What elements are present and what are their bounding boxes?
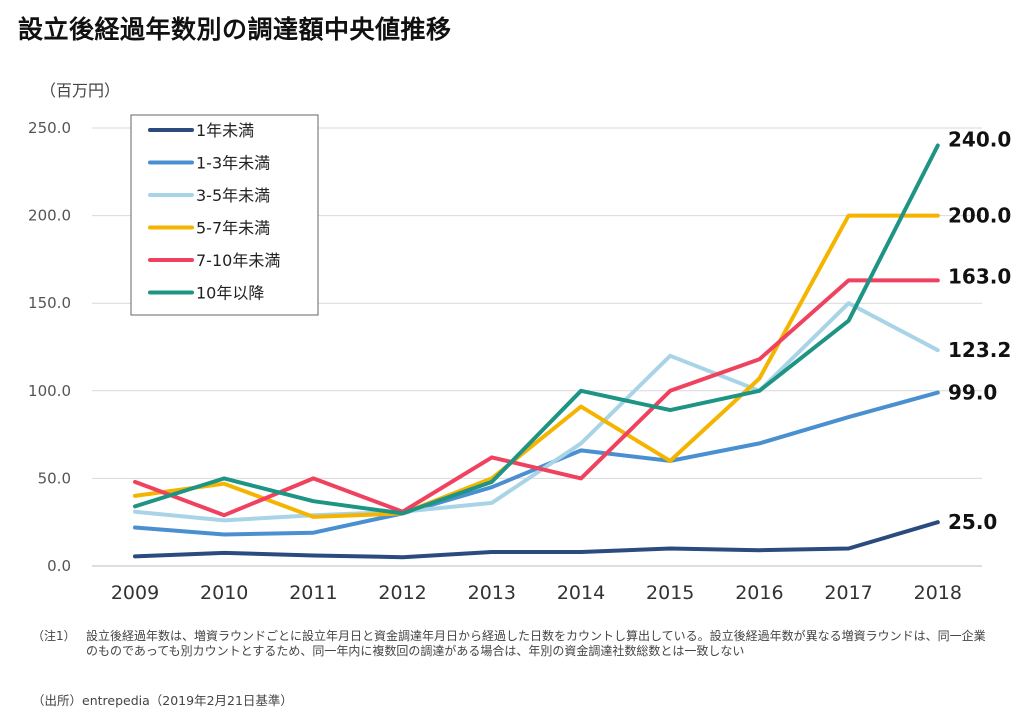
end-value-label: 25.0 [948,510,997,534]
legend-label: 1-3年未満 [196,154,270,173]
series-line [133,213,940,519]
end-value-label: 240.0 [948,128,1011,152]
x-axis-ticks: 2009 2010 2011 2012 2013 2014 2015 2016 2017 2018 [111,582,962,604]
end-value-label: 123.2 [948,338,1011,362]
footnote-text: 設立後経過年数は、増資ラウンドごとに設立年月日と資金調達年月日から経過した日数を… [86,629,986,658]
y-tick-label: 150.0 [28,294,71,312]
x-tick-label: 2011 [289,582,337,604]
legend-label: 7-10年未満 [196,251,280,270]
legend-label: 5-7年未満 [196,219,270,238]
x-tick-label: 2012 [378,582,426,604]
y-tick-label: 0.0 [47,557,71,575]
y-tick-label: 250.0 [28,119,71,137]
legend: 1年未満 1-3年未満 3-5年未満 5-7年未満 7-10年未満 10年以降 [130,114,319,316]
x-tick-label: 2015 [646,582,694,604]
series-line [133,301,940,523]
x-tick-label: 2013 [468,582,516,604]
x-tick-label: 2016 [735,582,783,604]
end-value-label: 163.0 [948,264,1011,288]
x-tick-label: 2010 [200,582,248,604]
series-line [133,278,940,518]
y-tick-label: 50.0 [38,469,71,487]
end-value-labels: 25.0 99.0 123.2 200.0 163.0 240.0 [948,128,1011,535]
legend-box [130,114,319,316]
end-value-label: 200.0 [948,204,1011,228]
series-line [133,143,940,516]
end-value-label: 99.0 [948,381,997,405]
y-axis-ticks: 0.0 50.0 100.0 150.0 200.0 250.0 [28,119,71,575]
series-line [133,390,940,537]
footnote: （注1） 設立後経過年数は、増資ラウンドごとに設立年月日と資金調達年月日から経過… [32,629,997,659]
series-lines [133,143,940,560]
y-tick-label: 100.0 [28,382,71,400]
legend-label: 1年未満 [196,121,254,140]
x-tick-label: 2009 [111,582,159,604]
line-chart: 0.0 50.0 100.0 150.0 200.0 250.0 2009 2010 2011… [28,114,1011,604]
series-line [133,520,940,560]
legend-label: 10年以降 [196,284,264,303]
source-note: （出所）entrepedia（2019年2月21日基準） [32,693,293,708]
chart-title: 設立後経過年数別の調達額中央値推移 [18,15,452,44]
y-axis-unit-label: （百万円） [40,81,121,100]
x-tick-label: 2014 [557,582,605,604]
footnote-label: （注1） [32,629,76,643]
legend-label: 3-5年未満 [196,186,270,205]
x-tick-label: 2018 [914,582,962,604]
x-tick-label: 2017 [824,582,872,604]
y-tick-label: 200.0 [28,207,71,225]
